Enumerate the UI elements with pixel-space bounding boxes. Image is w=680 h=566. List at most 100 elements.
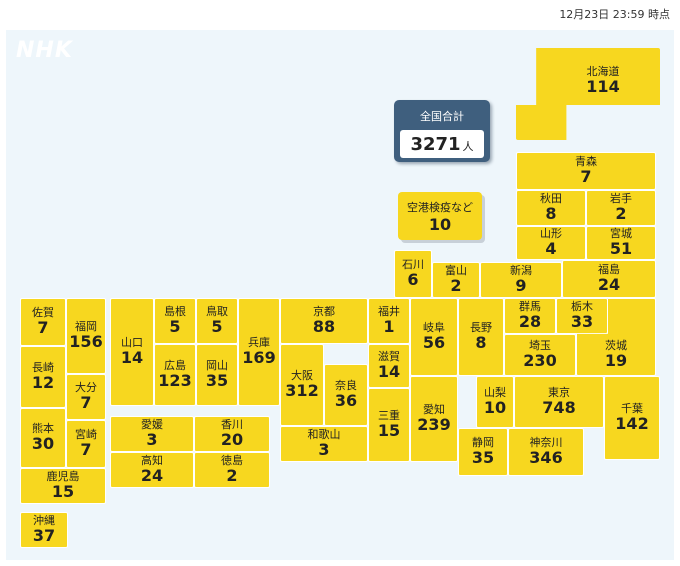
- pref-value: 312: [285, 381, 319, 401]
- pref-yamagata[interactable]: 山形 4: [516, 226, 586, 260]
- pref-fukui[interactable]: 福井 1: [368, 298, 410, 344]
- pref-shizuoka[interactable]: 静岡 35: [458, 428, 508, 476]
- pref-aichi[interactable]: 愛知 239: [410, 376, 458, 462]
- pref-kumamoto[interactable]: 熊本 30: [20, 408, 66, 468]
- pref-value: 36: [334, 391, 358, 411]
- pref-nagano[interactable]: 長野 8: [458, 298, 504, 376]
- pref-value: 15: [377, 421, 401, 441]
- pref-value: 24: [140, 466, 164, 486]
- pref-hyogo[interactable]: 兵庫 169: [238, 298, 280, 406]
- pref-fukushima[interactable]: 福島 24: [562, 260, 656, 298]
- pref-hiroshima[interactable]: 広島 123: [154, 344, 196, 406]
- pref-value: 19: [604, 351, 628, 371]
- pref-value: 20: [220, 430, 244, 450]
- pref-oita[interactable]: 大分 7: [66, 374, 106, 420]
- pref-value: 10: [483, 398, 507, 418]
- pref-value: 35: [471, 448, 495, 468]
- pref-nagasaki[interactable]: 長崎 12: [20, 346, 66, 408]
- pref-shiga[interactable]: 滋賀 14: [368, 344, 410, 388]
- pref-name: 宮城: [610, 227, 632, 241]
- pref-name: 滋賀: [378, 350, 400, 364]
- pref-nara[interactable]: 奈良 36: [324, 364, 368, 426]
- pref-name: 北海道: [586, 65, 620, 79]
- pref-value: 169: [242, 348, 276, 368]
- pref-kanagawa[interactable]: 神奈川 346: [508, 428, 584, 476]
- pref-name: 群馬: [519, 300, 541, 314]
- pref-name: 福岡: [75, 320, 97, 334]
- pref-value: 2: [450, 276, 462, 296]
- airport-quarantine-value: 10: [428, 214, 452, 234]
- pref-value: 7: [580, 167, 592, 187]
- pref-shimane[interactable]: 島根 5: [154, 298, 196, 344]
- pref-tottori[interactable]: 鳥取 5: [196, 298, 238, 344]
- pref-value: 14: [377, 362, 401, 382]
- pref-value: 88: [312, 317, 336, 337]
- pref-kyoto[interactable]: 京都 88: [280, 298, 368, 344]
- national-total-value: 3271: [410, 133, 461, 155]
- pref-name: 福島: [598, 263, 620, 277]
- pref-name: 高知: [141, 454, 163, 468]
- pref-gunma[interactable]: 群馬 28: [504, 298, 556, 334]
- pref-name: 東京: [548, 386, 570, 400]
- pref-tochigi[interactable]: 栃木 33: [556, 298, 608, 334]
- pref-value: 9: [515, 276, 527, 296]
- pref-value: 12: [31, 373, 55, 393]
- pref-name: 鹿児島: [46, 470, 80, 484]
- pref-name: 三重: [378, 409, 400, 423]
- pref-wakayama[interactable]: 和歌山 3: [280, 426, 368, 462]
- national-total-box: 3271 人: [400, 130, 484, 158]
- pref-niigata[interactable]: 新潟 9: [480, 262, 562, 298]
- pref-name: 熊本: [32, 422, 54, 436]
- pref-name: 長野: [470, 321, 492, 335]
- pref-name: 愛媛: [141, 418, 163, 432]
- pref-value: 28: [518, 312, 542, 332]
- pref-tokushima[interactable]: 徳島 2: [194, 452, 270, 488]
- pref-name: 愛知: [423, 403, 445, 417]
- pref-kochi[interactable]: 高知 24: [110, 452, 194, 488]
- pref-okinawa[interactable]: 沖縄 37: [20, 512, 68, 548]
- pref-value: 3: [318, 440, 330, 460]
- pref-value: 5: [169, 317, 181, 337]
- pref-toyama[interactable]: 富山 2: [432, 262, 480, 298]
- pref-tokyo[interactable]: 東京 748: [514, 376, 604, 428]
- pref-miyazaki[interactable]: 宮崎 7: [66, 420, 106, 468]
- pref-value: 24: [597, 275, 621, 295]
- pref-name: 栃木: [571, 300, 593, 314]
- pref-ishikawa[interactable]: 石川 6: [394, 250, 432, 298]
- pref-fukuoka[interactable]: 福岡 156: [66, 298, 106, 374]
- pref-akita[interactable]: 秋田 8: [516, 190, 586, 226]
- pref-name: 秋田: [540, 192, 562, 206]
- pref-yamaguchi[interactable]: 山口 14: [110, 298, 154, 406]
- pref-name: 佐賀: [32, 306, 54, 320]
- pref-iwate[interactable]: 岩手 2: [586, 190, 656, 226]
- pref-osaka[interactable]: 大阪 312: [280, 344, 324, 426]
- pref-value: 33: [570, 312, 594, 332]
- pref-name: 埼玉: [529, 339, 551, 353]
- pref-name: 奈良: [335, 379, 357, 393]
- pref-hokkaido[interactable]: 北海道 114: [516, 48, 660, 140]
- airport-quarantine[interactable]: 空港検疫など 10: [398, 192, 482, 240]
- nhk-logo: NHK: [16, 38, 73, 63]
- pref-value: 7: [80, 393, 92, 413]
- pref-gifu[interactable]: 岐阜 56: [410, 298, 458, 376]
- pref-value: 8: [545, 204, 557, 224]
- pref-value: 230: [523, 351, 557, 371]
- pref-value: 239: [417, 415, 451, 435]
- pref-name: 福井: [378, 305, 400, 319]
- pref-ehime[interactable]: 愛媛 3: [110, 416, 194, 452]
- pref-chiba[interactable]: 千葉 142: [604, 376, 660, 460]
- pref-aomori[interactable]: 青森 7: [516, 152, 656, 190]
- pref-name: 岡山: [206, 359, 228, 373]
- pref-kagawa[interactable]: 香川 20: [194, 416, 270, 452]
- pref-yamanashi[interactable]: 山梨 10: [476, 376, 514, 428]
- pref-name: 香川: [221, 418, 243, 432]
- national-total-unit: 人: [462, 140, 474, 153]
- pref-kagoshima[interactable]: 鹿児島 15: [20, 468, 106, 504]
- pref-okayama[interactable]: 岡山 35: [196, 344, 238, 406]
- pref-mie[interactable]: 三重 15: [368, 388, 410, 462]
- pref-value: 37: [32, 526, 56, 546]
- pref-value: 3: [146, 430, 158, 450]
- pref-saga[interactable]: 佐賀 7: [20, 298, 66, 346]
- pref-saitama[interactable]: 埼玉 230: [504, 334, 576, 376]
- pref-miyagi[interactable]: 宮城 51: [586, 226, 656, 260]
